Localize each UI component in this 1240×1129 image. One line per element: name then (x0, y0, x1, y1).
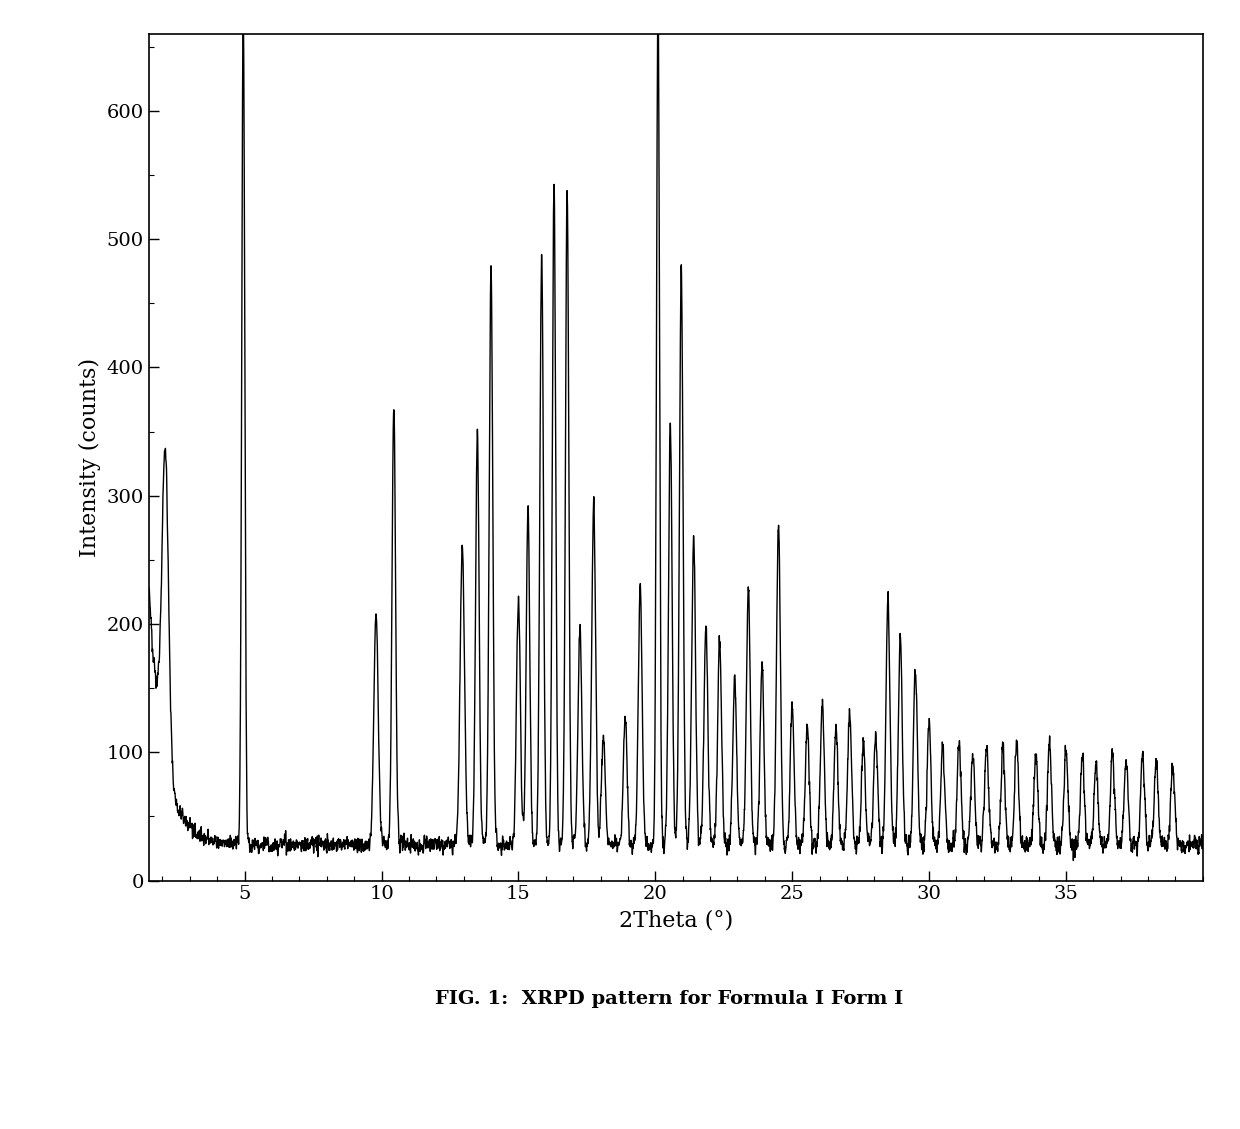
Text: FIG. 1:  XRPD pattern for Formula I Form I: FIG. 1: XRPD pattern for Formula I Form … (435, 990, 904, 1008)
X-axis label: 2Theta (°): 2Theta (°) (619, 909, 733, 931)
Y-axis label: Intensity (counts): Intensity (counts) (79, 358, 102, 557)
